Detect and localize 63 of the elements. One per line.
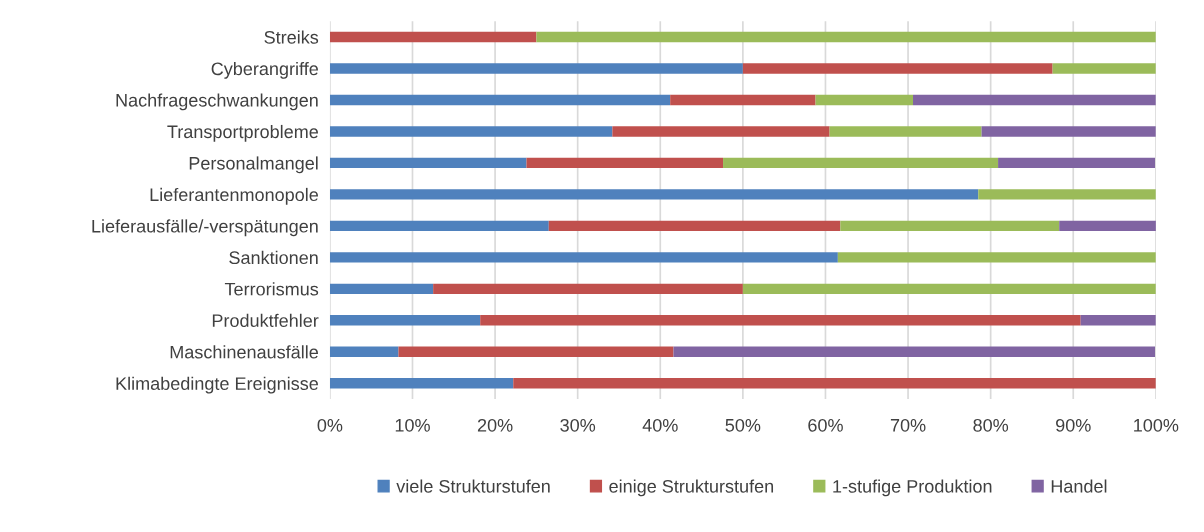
x-tick-label: 20% bbox=[477, 418, 513, 432]
bar bbox=[840, 220, 1060, 232]
bar bbox=[815, 94, 914, 106]
bar bbox=[536, 31, 1156, 43]
bar bbox=[329, 94, 671, 106]
y-tick-label: Lieferausfälle/-verspätungen bbox=[92, 219, 318, 237]
bar bbox=[329, 126, 613, 137]
y-tick-label: Lieferantenmonopole bbox=[150, 187, 318, 205]
bar bbox=[329, 157, 527, 169]
legend-label: einige Strukturstufen bbox=[609, 479, 774, 497]
x-tick-label: 30% bbox=[560, 418, 596, 432]
bar bbox=[981, 126, 1156, 137]
bar bbox=[329, 315, 481, 326]
x-tick-label: 70% bbox=[890, 418, 926, 432]
legend-label: viele Strukturstufen bbox=[396, 479, 550, 493]
y-tick-label: Terrorismus bbox=[224, 282, 319, 296]
bar bbox=[1052, 63, 1156, 74]
y-tick-label: Nachfrageschwankungen bbox=[116, 93, 318, 111]
bar bbox=[670, 94, 816, 106]
y-tick-label: Klimabedingte Ereignisse bbox=[116, 376, 318, 394]
bar bbox=[1080, 315, 1156, 326]
bar bbox=[329, 31, 537, 43]
bar bbox=[480, 315, 1081, 326]
bar bbox=[329, 346, 399, 357]
bar bbox=[723, 157, 999, 169]
bar bbox=[673, 346, 1156, 357]
y-tick-label: Cyberangriffe bbox=[211, 61, 318, 79]
bar bbox=[913, 94, 1156, 106]
y-tick-label: Personalmangel bbox=[189, 156, 318, 174]
bar bbox=[742, 63, 1053, 74]
bar bbox=[329, 220, 549, 232]
bar bbox=[837, 252, 1156, 263]
x-tick-label: 40% bbox=[642, 418, 678, 432]
bar bbox=[329, 378, 514, 389]
y-tick-label: Transportprobleme bbox=[167, 124, 318, 142]
y-tick-label: Maschinenausfälle bbox=[170, 345, 318, 359]
bar bbox=[1059, 220, 1156, 232]
bar bbox=[329, 189, 979, 200]
y-tick-label: Produktfehler bbox=[212, 313, 319, 328]
legend-label: Handel bbox=[1051, 479, 1107, 493]
x-tick-label: 100% bbox=[1134, 418, 1179, 432]
x-tick-label: 0% bbox=[317, 418, 343, 432]
bar bbox=[398, 346, 674, 357]
bar bbox=[742, 283, 1156, 295]
bar bbox=[526, 157, 724, 169]
bar bbox=[329, 63, 743, 74]
x-tick-label: 60% bbox=[808, 418, 843, 432]
x-tick-label: 80% bbox=[973, 418, 1009, 432]
bar bbox=[548, 220, 841, 232]
legend-label: 1-stufige Produktion bbox=[833, 479, 992, 497]
bar bbox=[513, 378, 1156, 389]
bar bbox=[998, 157, 1156, 169]
bar bbox=[329, 283, 434, 295]
bar bbox=[978, 189, 1156, 200]
y-tick-label: Streiks bbox=[264, 30, 319, 44]
x-tick-label: 50% bbox=[725, 418, 761, 432]
bar bbox=[612, 126, 830, 137]
bar bbox=[433, 283, 743, 295]
bar bbox=[829, 126, 982, 137]
x-tick-label: 90% bbox=[1056, 418, 1091, 432]
y-tick-label: Sanktionen bbox=[229, 250, 318, 265]
x-tick-label: 10% bbox=[395, 418, 430, 432]
bar bbox=[329, 252, 838, 263]
